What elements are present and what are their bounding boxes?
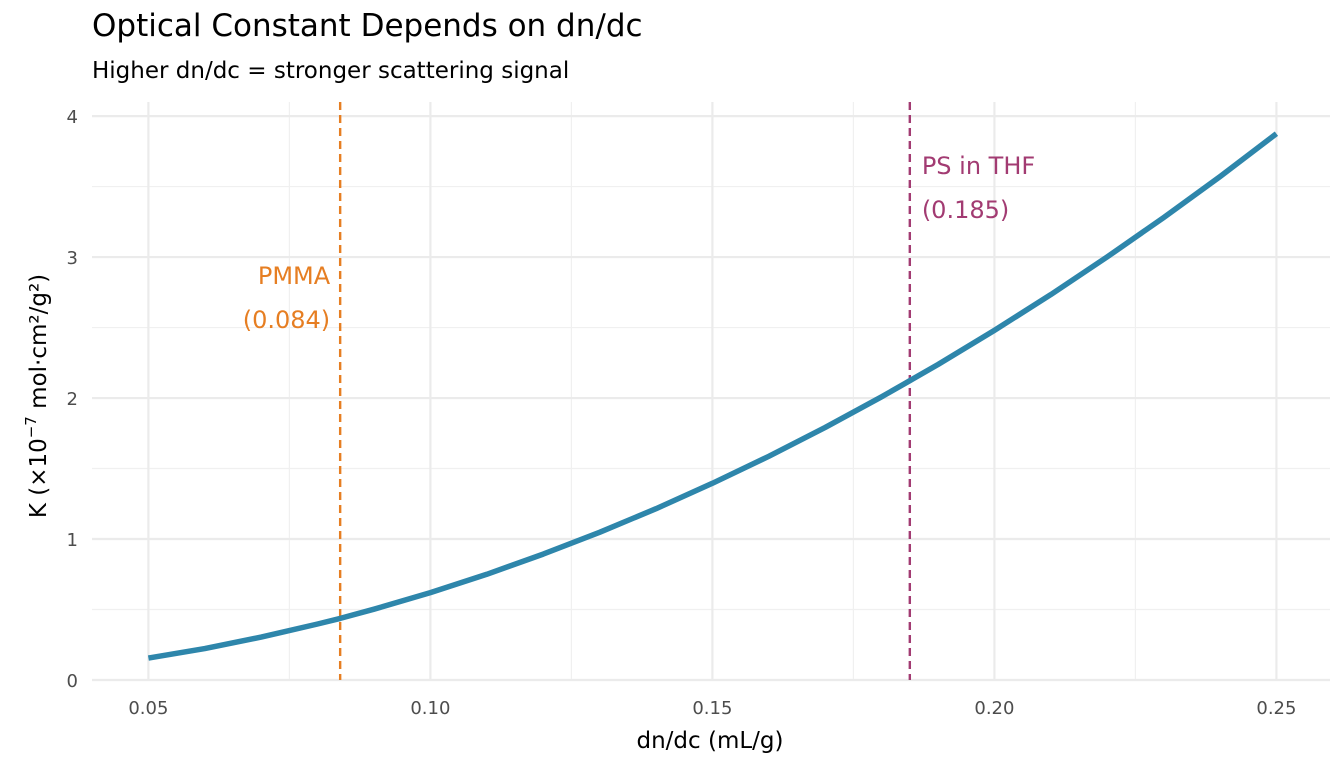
x-tick-label: 0.05: [128, 698, 168, 719]
x-tick-label: 0.15: [692, 698, 732, 719]
x-axis-title: dn/dc (mL/g): [637, 728, 784, 754]
y-axis-title: K (×10−7 mol·cm²/g²): [22, 274, 52, 518]
x-tick-label: 0.25: [1256, 698, 1296, 719]
y-tick-label: 1: [67, 530, 78, 551]
y-axis-title-exponent: −7: [22, 416, 40, 438]
chart-subtitle: Higher dn/dc = stronger scattering signa…: [92, 58, 570, 84]
y-tick-label: 3: [67, 248, 78, 269]
y-axis-title-prefix: K (×10: [26, 438, 52, 518]
y-tick-label: 0: [67, 671, 78, 692]
y-axis-ticks: 0 1 2 3 4: [67, 107, 78, 692]
y-tick-label: 2: [67, 389, 78, 410]
chart-title: Optical Constant Depends on dn/dc: [92, 8, 643, 44]
reference-annotations: PMMA (0.084) PS in THF (0.185): [243, 152, 1035, 334]
major-gridlines: [92, 102, 1330, 682]
data-series: [147, 131, 1279, 661]
x-tick-label: 0.20: [974, 698, 1014, 719]
x-axis-ticks: 0.05 0.10 0.15 0.20 0.25: [128, 698, 1296, 719]
y-tick-label: 4: [67, 107, 78, 128]
reference-label: PS in THF: [922, 152, 1035, 180]
reference-label-value: (0.185): [922, 196, 1009, 224]
reference-label: PMMA: [258, 262, 331, 290]
minor-gridlines: [92, 102, 1330, 680]
x-tick-label: 0.10: [410, 698, 450, 719]
reference-lines: [338, 102, 912, 680]
reference-label-value: (0.084): [243, 306, 330, 334]
series-line: [147, 131, 1279, 661]
y-axis-title-suffix: mol·cm²/g²): [26, 274, 52, 416]
